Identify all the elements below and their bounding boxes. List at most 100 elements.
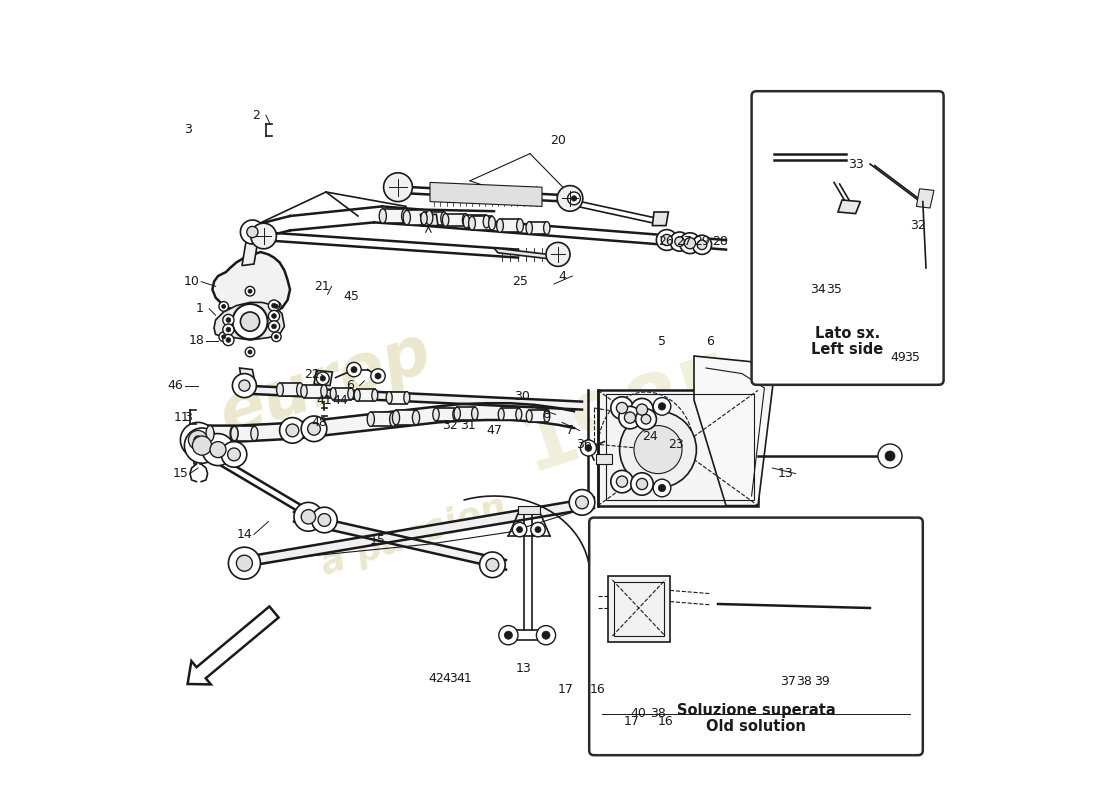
Text: 44: 44 xyxy=(332,394,349,406)
Circle shape xyxy=(188,430,208,450)
Bar xyxy=(500,218,520,232)
Text: 35: 35 xyxy=(826,283,842,296)
Circle shape xyxy=(223,324,234,335)
Circle shape xyxy=(823,172,837,186)
Bar xyxy=(234,426,254,441)
Ellipse shape xyxy=(393,410,399,425)
Circle shape xyxy=(641,414,651,424)
Circle shape xyxy=(658,402,666,410)
Ellipse shape xyxy=(348,388,354,400)
Bar xyxy=(424,212,444,225)
Circle shape xyxy=(286,424,299,437)
Circle shape xyxy=(245,347,255,357)
Ellipse shape xyxy=(442,214,449,226)
Bar xyxy=(333,387,351,399)
Circle shape xyxy=(375,373,381,379)
Text: Left side: Left side xyxy=(812,342,883,357)
Text: 3: 3 xyxy=(185,411,192,424)
Circle shape xyxy=(838,200,854,216)
Circle shape xyxy=(730,575,738,583)
Ellipse shape xyxy=(367,412,374,426)
Text: 20: 20 xyxy=(550,134,565,146)
FancyBboxPatch shape xyxy=(590,518,923,755)
Polygon shape xyxy=(240,368,255,386)
Circle shape xyxy=(585,445,592,451)
Ellipse shape xyxy=(412,410,419,425)
Ellipse shape xyxy=(404,210,410,225)
Bar xyxy=(472,216,492,230)
Text: 11: 11 xyxy=(174,411,190,424)
Ellipse shape xyxy=(404,392,410,403)
Circle shape xyxy=(517,526,522,533)
Circle shape xyxy=(317,372,329,385)
Circle shape xyxy=(725,570,742,588)
Text: 26: 26 xyxy=(658,235,674,248)
Ellipse shape xyxy=(426,210,432,225)
Polygon shape xyxy=(598,390,758,506)
Text: 40: 40 xyxy=(630,707,646,720)
Polygon shape xyxy=(652,212,669,226)
Ellipse shape xyxy=(441,212,448,225)
Polygon shape xyxy=(494,248,566,261)
Circle shape xyxy=(241,312,260,331)
Text: 32: 32 xyxy=(910,219,926,232)
Circle shape xyxy=(480,552,505,578)
Text: 13: 13 xyxy=(778,467,794,480)
Circle shape xyxy=(223,314,234,326)
Circle shape xyxy=(636,409,657,430)
Text: 7: 7 xyxy=(566,424,574,437)
Bar xyxy=(529,222,547,234)
Bar xyxy=(458,407,475,420)
Circle shape xyxy=(833,174,847,188)
Ellipse shape xyxy=(472,407,478,420)
Ellipse shape xyxy=(421,212,427,225)
Ellipse shape xyxy=(453,408,459,421)
Text: 15: 15 xyxy=(370,534,386,546)
Circle shape xyxy=(190,432,206,448)
Ellipse shape xyxy=(469,217,475,230)
Circle shape xyxy=(513,522,527,537)
Text: 33: 33 xyxy=(848,158,864,170)
Circle shape xyxy=(886,451,895,461)
Circle shape xyxy=(888,605,898,614)
Ellipse shape xyxy=(483,215,490,228)
Circle shape xyxy=(558,186,583,211)
Circle shape xyxy=(838,590,870,622)
Circle shape xyxy=(568,192,581,205)
Bar xyxy=(383,209,405,223)
Ellipse shape xyxy=(354,389,360,402)
Text: 37: 37 xyxy=(781,675,796,688)
Circle shape xyxy=(223,334,234,346)
Text: 17: 17 xyxy=(558,683,574,696)
Text: 8: 8 xyxy=(542,408,550,421)
Circle shape xyxy=(185,428,220,463)
Text: 32: 32 xyxy=(442,419,458,432)
Circle shape xyxy=(268,310,279,322)
Circle shape xyxy=(682,575,690,583)
Circle shape xyxy=(248,350,252,354)
Text: europ: europ xyxy=(211,318,440,450)
Circle shape xyxy=(658,606,672,621)
Text: 23: 23 xyxy=(669,438,684,450)
Circle shape xyxy=(219,302,229,311)
Circle shape xyxy=(766,150,780,164)
Circle shape xyxy=(882,599,903,620)
Ellipse shape xyxy=(231,426,238,441)
Circle shape xyxy=(384,173,412,202)
Circle shape xyxy=(308,422,320,435)
Circle shape xyxy=(272,303,276,308)
Circle shape xyxy=(241,220,264,244)
Circle shape xyxy=(222,334,226,339)
Text: 21: 21 xyxy=(315,280,330,293)
Circle shape xyxy=(920,197,926,203)
Circle shape xyxy=(843,205,849,211)
Circle shape xyxy=(706,575,714,583)
Circle shape xyxy=(619,406,641,429)
Text: 41: 41 xyxy=(317,394,332,406)
Circle shape xyxy=(670,232,690,251)
Circle shape xyxy=(272,324,276,329)
Ellipse shape xyxy=(230,426,238,442)
Ellipse shape xyxy=(402,209,409,223)
Circle shape xyxy=(505,631,513,639)
Text: 13: 13 xyxy=(516,662,531,674)
